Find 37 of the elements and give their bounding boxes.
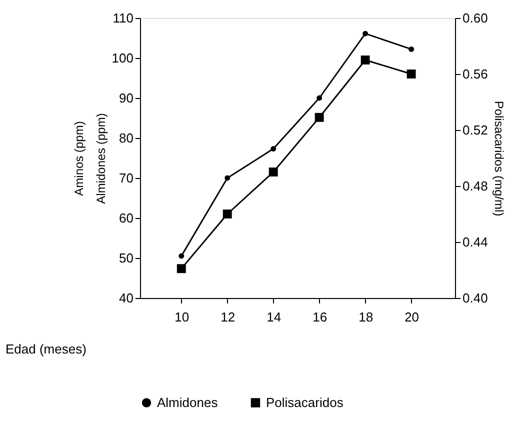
point <box>268 168 278 176</box>
x-tick-label: 18 <box>358 310 374 324</box>
x-tick-label: 14 <box>266 310 282 324</box>
y2-tick-label: 0.44 <box>462 234 488 250</box>
legend-label: Polisacaridos <box>266 394 344 410</box>
x-tick-label: 12 <box>220 310 236 324</box>
y-tick-label: 90 <box>119 90 134 106</box>
y2-tick-label: 0.56 <box>462 66 488 82</box>
point <box>178 253 184 259</box>
y-tick-label: 100 <box>112 50 134 66</box>
y2-tick-label: 0.52 <box>462 122 488 138</box>
x-tick-label: 16 <box>312 310 328 324</box>
y-tick-label: 70 <box>119 170 134 186</box>
point <box>362 30 368 36</box>
y-tick-label: 80 <box>119 130 134 146</box>
y2-tick-label: 0.48 <box>462 178 488 194</box>
x-tick-label: 20 <box>404 310 420 324</box>
point <box>316 95 322 101</box>
legend-label: Almidones <box>157 394 218 410</box>
y-tick-label: 110 <box>112 10 134 26</box>
y2-tick-label: 0.40 <box>462 290 488 306</box>
y2-tick-label: 0.60 <box>462 10 488 26</box>
y-tick-label: 60 <box>119 210 134 226</box>
point <box>270 146 276 152</box>
x-axis-title: Edad (meses) <box>6 342 86 356</box>
y-axis-title: Aminos (ppm) Almidones (ppm) <box>72 113 108 204</box>
point <box>406 70 416 78</box>
y-tick-label: 40 <box>119 290 134 306</box>
point <box>224 175 230 181</box>
point <box>360 56 370 64</box>
y-tick-label: 50 <box>119 250 134 266</box>
point <box>314 112 324 122</box>
x-tick-label: 10 <box>174 310 190 324</box>
point <box>408 46 414 52</box>
point <box>222 210 232 218</box>
y2-axis-title: Polisacaridos (mg/ml) <box>492 100 506 216</box>
point <box>176 264 186 274</box>
